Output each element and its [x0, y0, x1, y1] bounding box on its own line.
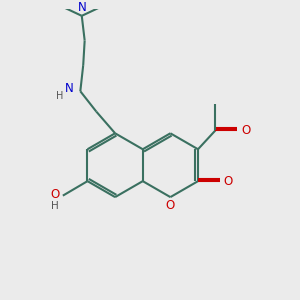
Text: O: O [50, 188, 59, 201]
Text: H: H [56, 92, 63, 101]
Text: O: O [241, 124, 250, 137]
Text: O: O [166, 199, 175, 212]
Text: H: H [51, 201, 58, 211]
Text: N: N [77, 1, 86, 14]
Text: N: N [65, 82, 74, 95]
Text: O: O [224, 175, 233, 188]
